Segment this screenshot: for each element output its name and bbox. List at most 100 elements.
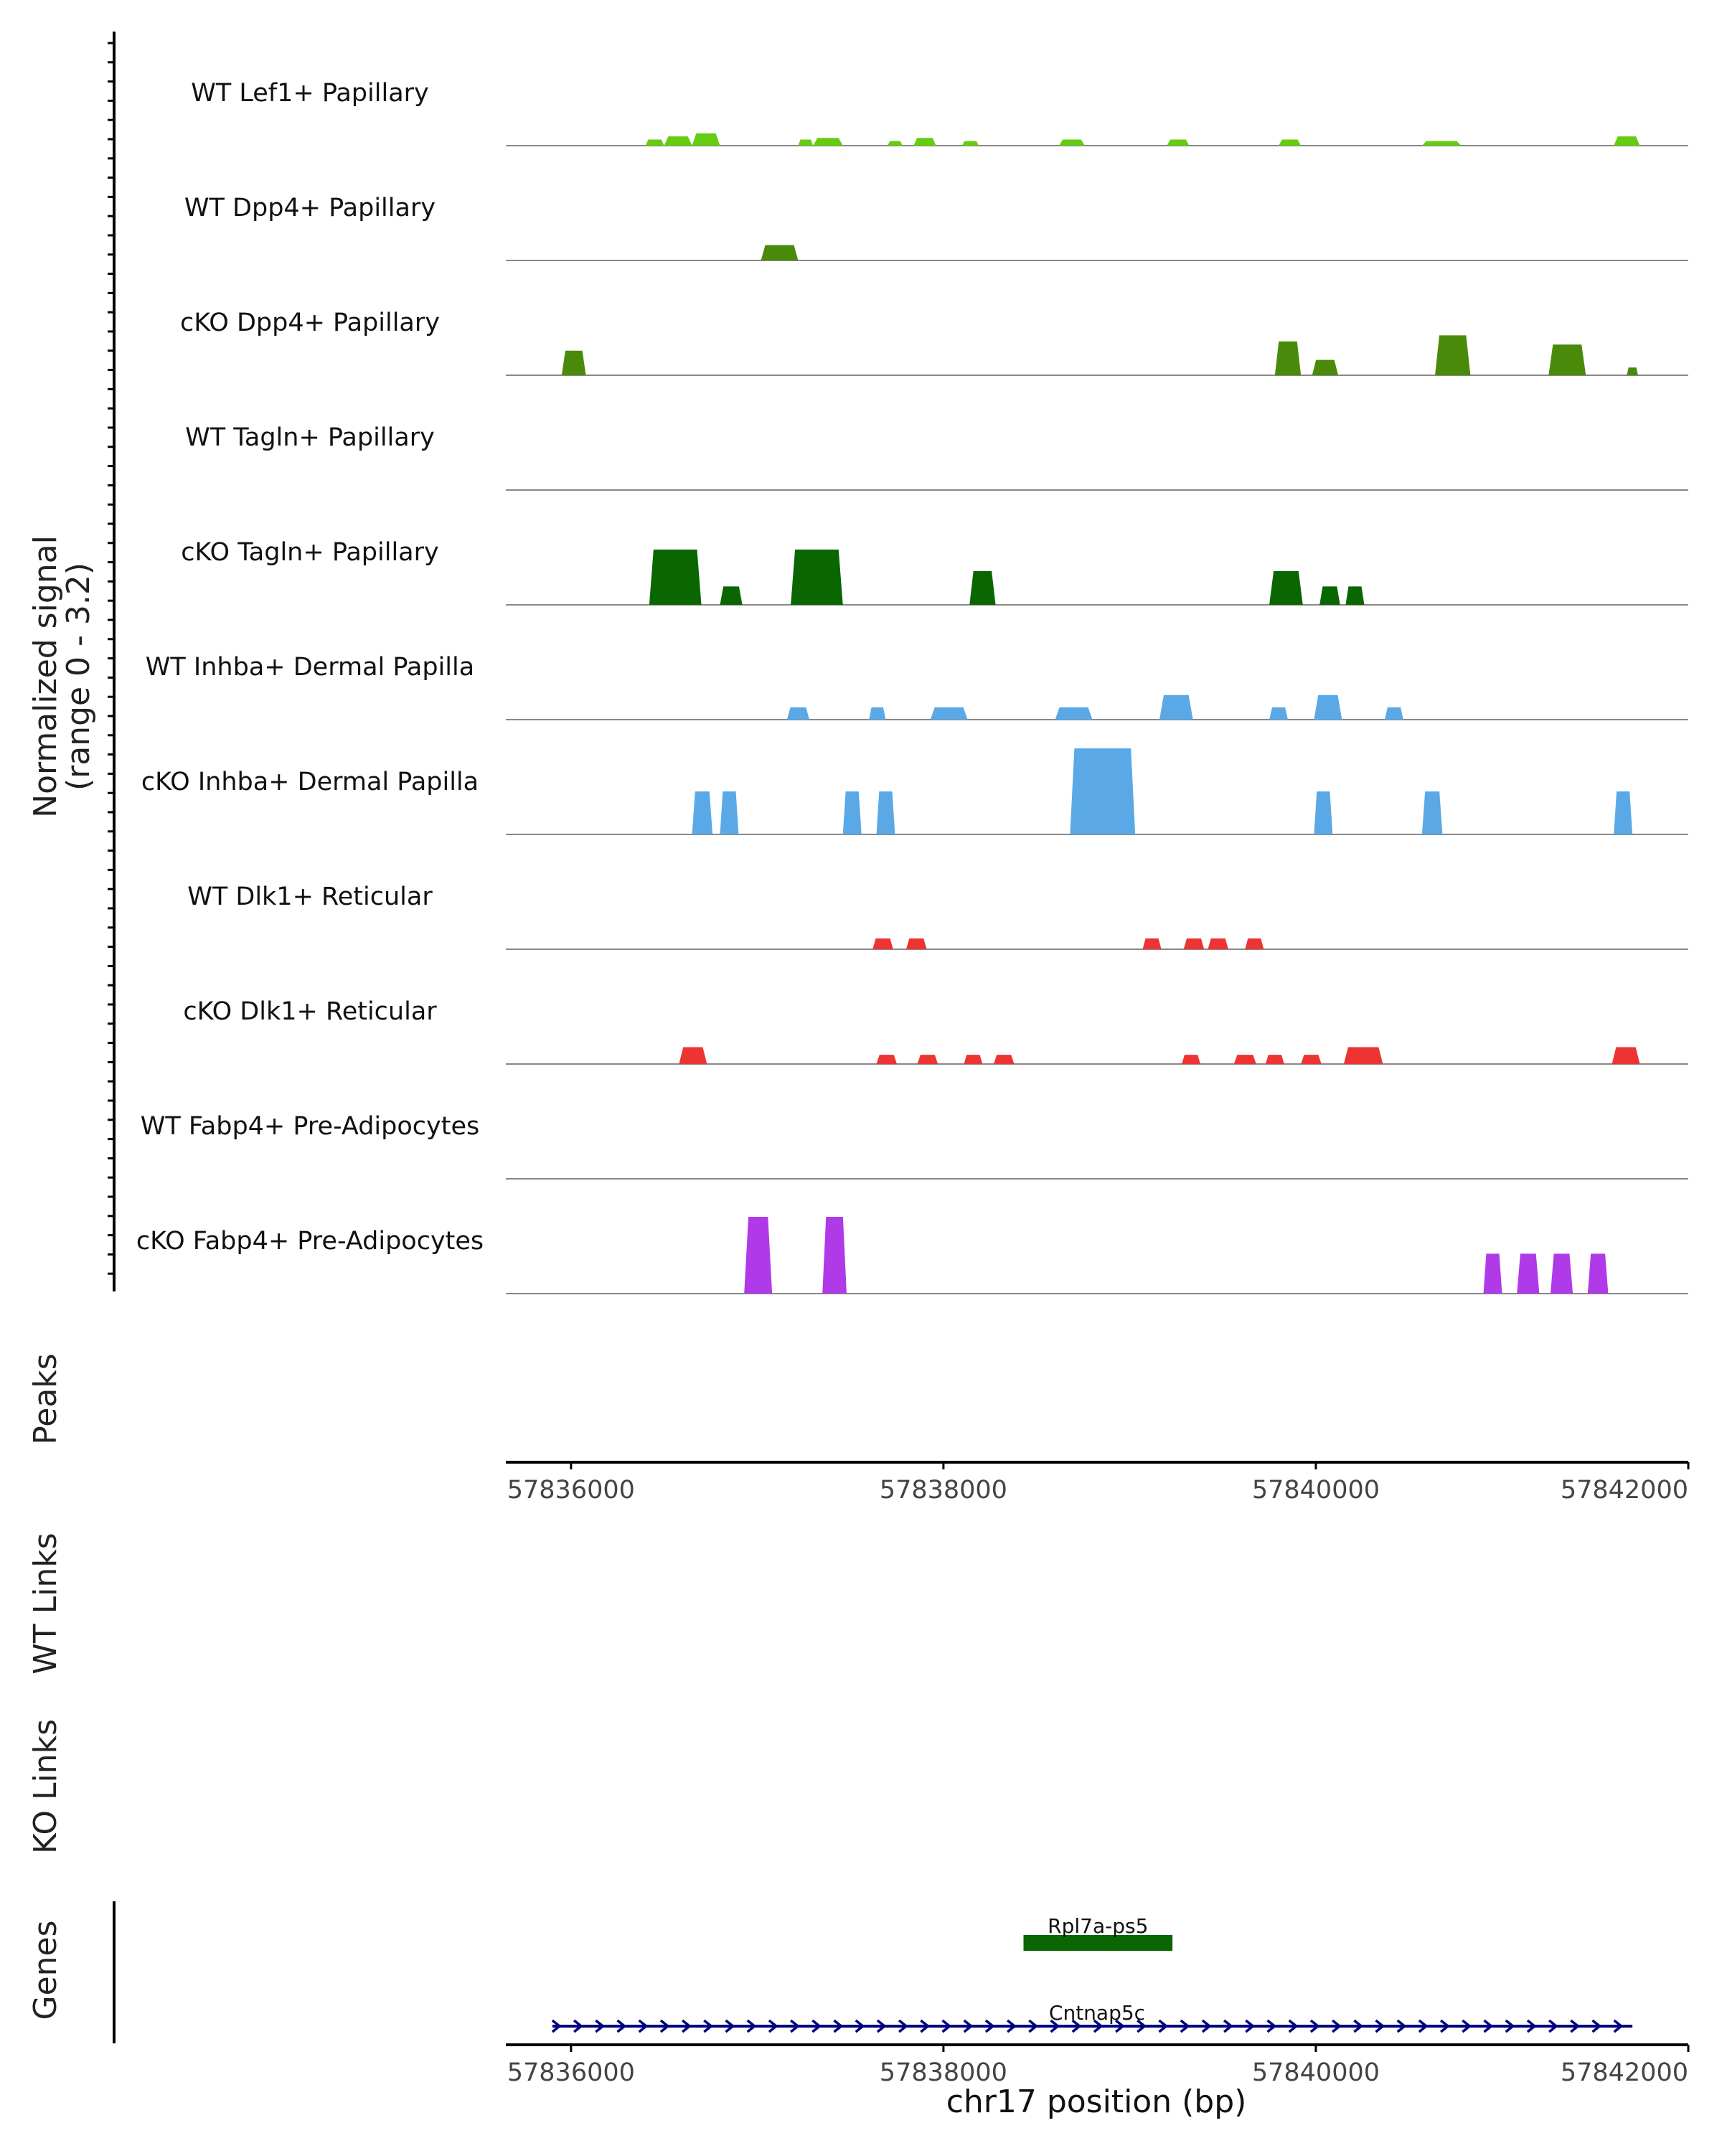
strand-arrow [659,2019,670,2033]
coverage-peak [917,1055,938,1064]
coverage-peak [813,138,843,146]
coverage-peak [720,586,743,605]
strand-arrow [1180,2019,1190,2033]
strand-arrow [573,2019,583,2033]
yaxis-label-line1: Normalized signal [27,535,64,818]
gene-annotations: Rpl7a-ps5 Cntnap5c [551,1914,1633,2033]
coverage-peak [930,707,968,720]
xaxis-tick-label: 57838000 [880,2058,1007,2087]
coverage-peak [1182,1055,1201,1064]
coverage-peak [1421,141,1462,146]
strand-arrow [963,2019,974,2033]
track-label: WT Tagln+ Papillary [185,423,435,452]
track: cKO Dpp4+ Papillary [180,309,1688,376]
xaxis-tick-label: 57838000 [880,1476,1007,1505]
strand-arrow [1353,2019,1364,2033]
coverage-peak [1269,707,1289,720]
peaks-panel-label: Peaks [27,1353,64,1444]
coverage-peak [664,136,692,146]
coverage-peak [876,1055,898,1064]
coverage-peak [1435,335,1471,375]
coverage-peak [1421,791,1443,834]
track-label: cKO Dlk1+ Reticular [183,997,437,1026]
coverage-peak [1319,586,1340,605]
strand-arrow [1548,2019,1558,2033]
coverage-peak [905,938,927,949]
yaxis-label-line2: (range 0 - 3.2) [60,562,97,791]
xaxis-tick-label: 57840000 [1252,2058,1380,2087]
coverage-peak [1279,139,1302,146]
coverage-peak [964,1055,983,1064]
coverage-peak [1612,1047,1640,1064]
track-label: cKO Fabp4+ Pre-Adipocytes [136,1227,484,1256]
strand-arrow [1245,2019,1256,2033]
track: WT Inhba+ Dermal Papilla [146,653,1688,720]
coverage-peak [1548,344,1586,375]
track-label: WT Inhba+ Dermal Papilla [146,653,474,682]
track-label: cKO Inhba+ Dermal Papilla [141,768,479,796]
coverage-peak [1343,1047,1383,1064]
coverage-peak [786,707,810,720]
coverage-peak [1269,570,1303,605]
xaxis-tick-label: 57842000 [1561,2058,1688,2087]
peaks-xaxis: 57836000 57838000 57840000 57842000 [506,1461,1690,1505]
coverage-peak [869,707,886,720]
strand-arrow [1418,2019,1429,2033]
strand-arrow [1288,2019,1299,2033]
coverage-peak [679,1047,707,1064]
coverage-peak [761,245,799,260]
strand-arrow [855,2019,865,2033]
strand-arrow [898,2019,908,2033]
strand-arrow [1114,2019,1125,2033]
track-label: WT Lef1+ Papillary [191,79,429,108]
coverage-peak [1345,586,1365,605]
strand-arrow [1223,2019,1233,2033]
strand-arrow [1158,2019,1169,2033]
coverage-peak [1614,791,1633,834]
strand-arrow [1570,2019,1581,2033]
coverage-peak [692,133,720,146]
coverage-peak [1142,938,1162,949]
strand-arrow [1266,2019,1277,2033]
strand-arrow [984,2019,995,2033]
track: cKO Fabp4+ Pre-Adipocytes [136,1216,1688,1294]
track: cKO Inhba+ Dermal Papilla [141,748,1688,835]
track: WT Dpp4+ Papillary [184,194,1688,261]
coverage-peak [1265,1055,1284,1064]
genes-panel-label: Genes [27,1920,64,2020]
coverage-peak [692,791,713,834]
strand-arrow [876,2019,887,2033]
track: WT Tagln+ Papillary [185,423,1688,491]
strand-arrow [1331,2019,1342,2033]
strand-arrow [703,2019,714,2033]
strand-arrow [1201,2019,1212,2033]
strand-arrow [1137,2019,1147,2033]
strand-arrow [920,2019,931,2033]
signal-yaxis-ticks [108,42,114,1275]
coverage-peak [561,350,586,375]
coverage-peak [993,1055,1015,1064]
xaxis-tick-label: 57840000 [1252,1476,1380,1505]
strand-arrow [616,2019,627,2033]
strand-arrow [725,2019,735,2033]
coverage-peak [822,1216,847,1294]
coverage-peak [1233,1055,1256,1064]
coverage-peak [842,791,862,834]
gene-label: Cntnap5c [1049,2001,1145,2025]
coverage-peak [1208,938,1228,949]
strand-arrow [833,2019,844,2033]
strand-arrow [941,2019,952,2033]
coverage-peak [649,549,702,605]
coverage-peak [1183,938,1205,949]
strand-arrow [1093,2019,1104,2033]
coverage-peak [1167,139,1190,146]
track: cKO Dlk1+ Reticular [183,997,1688,1065]
coverage-peak [1550,1253,1573,1294]
strand-arrow [1462,2019,1472,2033]
strand-arrow [1028,2019,1039,2033]
strand-arrow [1071,2019,1082,2033]
coverage-peak [876,791,895,834]
strand-arrow [551,2019,562,2033]
coverage-peak [1314,791,1333,834]
